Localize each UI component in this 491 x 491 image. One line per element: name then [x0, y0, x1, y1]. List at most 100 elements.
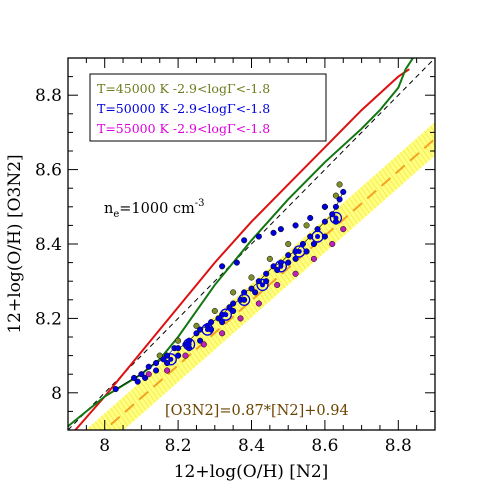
- data-point-ring: [256, 278, 269, 292]
- data-point: [336, 196, 343, 203]
- density-value: =1000 cm: [119, 201, 195, 217]
- data-point: [292, 270, 299, 277]
- data-point: [296, 248, 302, 254]
- data-point-ring: [219, 308, 232, 321]
- data-point: [204, 327, 210, 333]
- data-point: [332, 192, 339, 199]
- data-point-ring: [238, 293, 251, 306]
- data-point: [200, 341, 207, 348]
- x-tick-label: 8.6: [311, 436, 338, 456]
- data-point: [266, 255, 273, 262]
- data-point: [156, 352, 163, 359]
- data-point: [270, 229, 277, 236]
- data-point-ring: [311, 230, 324, 243]
- data-point: [164, 367, 171, 374]
- fit-formula: [O3N2]=0.87*[N2]+0.94: [165, 403, 349, 419]
- data-point: [292, 222, 299, 229]
- legend-entry-2: T=50000 K -2.9<logΓ<-1.8: [97, 101, 270, 116]
- data-point: [340, 188, 347, 195]
- fit-uncertainty-band: [85, 121, 435, 430]
- x-axis-title: 12+log(O/H) [N2]: [174, 462, 329, 482]
- data-point: [321, 218, 328, 225]
- data-point-ring: [164, 353, 177, 366]
- green-curve: [68, 58, 414, 428]
- data-point: [175, 345, 182, 352]
- data-point: [307, 214, 314, 222]
- data-point: [336, 181, 343, 188]
- data-point: [223, 312, 229, 318]
- data-point: [260, 282, 266, 288]
- density-prefix: n: [104, 201, 113, 217]
- data-point: [131, 374, 138, 381]
- data-point-ring: [274, 260, 288, 273]
- x-tick-label: 8: [99, 436, 110, 456]
- data-point: [285, 252, 292, 259]
- data-point: [332, 203, 339, 210]
- data-point: [186, 341, 192, 347]
- data-point: [340, 226, 347, 233]
- red-curve: [74, 68, 410, 430]
- x-tick-labels: 8 8.2 8.4 8.6 8.8: [99, 436, 412, 456]
- data-point: [274, 281, 281, 288]
- y-tick-label: 8.6: [35, 161, 62, 181]
- data-point-ring: [201, 323, 214, 336]
- legend-entry-1: T=45000 K -2.9<logΓ<-1.8: [97, 81, 270, 96]
- legend: T=45000 K -2.9<logΓ<-1.8 T=50000 K -2.9<…: [89, 73, 327, 142]
- data-point: [237, 315, 244, 322]
- data-point: [197, 337, 204, 344]
- data-point: [303, 222, 310, 229]
- data-point-ring: [329, 211, 343, 225]
- x-tick-label: 8.2: [165, 436, 192, 456]
- y-axis-title: 12+log(O/H) [O3N2]: [5, 154, 25, 333]
- data-point: [233, 259, 240, 266]
- data-point: [193, 330, 200, 337]
- y-tick-label: 8: [51, 384, 62, 404]
- blue-series-connector: [115, 191, 344, 390]
- legend-entry-3: T=55000 K -2.9<logΓ<-1.8: [97, 121, 270, 136]
- data-point: [333, 215, 339, 221]
- data-point-ring: [293, 245, 306, 258]
- data-point-ring: [182, 338, 196, 351]
- data-point: [314, 226, 321, 233]
- data-point: [230, 300, 237, 307]
- data-point: [255, 233, 262, 240]
- density-superscript: -3: [195, 198, 205, 209]
- data-point: [145, 371, 152, 378]
- x-tick-label: 8.4: [238, 436, 265, 456]
- data-point: [241, 289, 248, 296]
- data-points: [112, 181, 347, 393]
- legend-box: [89, 73, 327, 142]
- data-point: [248, 285, 255, 292]
- data-point: [145, 363, 152, 370]
- data-point: [153, 359, 160, 367]
- data-point: [153, 367, 160, 374]
- data-point: [168, 356, 174, 362]
- data-point: [252, 289, 259, 296]
- data-point: [182, 352, 189, 359]
- data-point: [219, 263, 226, 270]
- data-point: [248, 274, 255, 281]
- density-subscript: e: [113, 209, 119, 220]
- x-tick-label: 8.8: [385, 436, 412, 456]
- data-point: [142, 374, 149, 381]
- data-point: [219, 330, 226, 337]
- data-point: [230, 289, 237, 296]
- y-tick-label: 8.8: [35, 86, 62, 106]
- data-point: [193, 322, 200, 329]
- y-tick-label: 8.2: [35, 309, 62, 329]
- data-point: [263, 270, 270, 277]
- data-point: [138, 371, 145, 378]
- data-point: [241, 237, 248, 244]
- plot-area: [68, 58, 435, 430]
- data-point: [329, 240, 336, 248]
- data-point: [285, 240, 292, 248]
- axis-ticks: [67, 57, 436, 431]
- data-point: [211, 307, 218, 315]
- data-point: [112, 386, 119, 393]
- data-point: [315, 234, 321, 240]
- density-annotation: ne=1000 cm-3: [104, 198, 205, 220]
- identity-line: [68, 58, 435, 430]
- data-point: [321, 203, 328, 210]
- data-point: [175, 337, 182, 344]
